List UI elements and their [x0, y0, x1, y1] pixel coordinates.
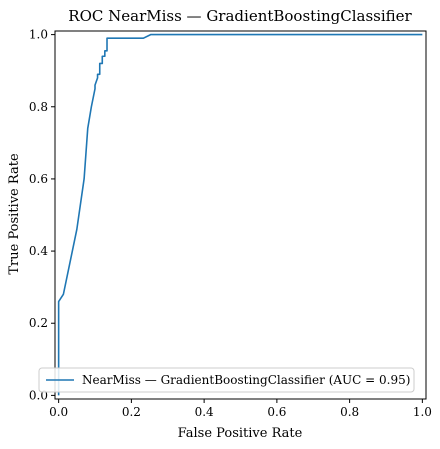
y-tick-label: 0.2 — [29, 316, 48, 330]
x-axis-label: False Positive Rate — [178, 426, 303, 441]
y-tick-label: 0.8 — [29, 100, 48, 114]
x-tick-label: 1.0 — [413, 405, 432, 419]
x-tick-label: 0.4 — [195, 405, 214, 419]
legend-label: NearMiss — GradientBoostingClassifier (A… — [82, 373, 410, 387]
x-tick-label: 0.2 — [122, 405, 141, 419]
x-tick-label: 0.8 — [340, 405, 359, 419]
y-axis-label: True Positive Rate — [7, 153, 22, 275]
y-tick-label: 0.6 — [29, 172, 48, 186]
x-tick-label: 0.0 — [49, 405, 68, 419]
chart-title: ROC NearMiss — GradientBoostingClassifie… — [68, 7, 412, 25]
roc-curve-line — [57, 33, 423, 396]
legend-box — [38, 367, 415, 393]
y-tick-label: 0.4 — [29, 244, 48, 258]
series-layer — [57, 33, 423, 396]
y-tick-label: 1.0 — [29, 28, 48, 42]
plot-area: 0.0 0.2 0.4 0.6 0.8 1.00.00.20.40.60.81.0 — [29, 28, 432, 419]
legend: NearMiss — GradientBoostingClassifier (A… — [38, 367, 415, 393]
plot-frame — [54, 30, 427, 400]
x-tick-label: 0.6 — [267, 405, 286, 419]
axis-ticks: 0.0 0.2 0.4 0.6 0.8 1.00.00.20.40.60.81.0 — [29, 28, 432, 419]
